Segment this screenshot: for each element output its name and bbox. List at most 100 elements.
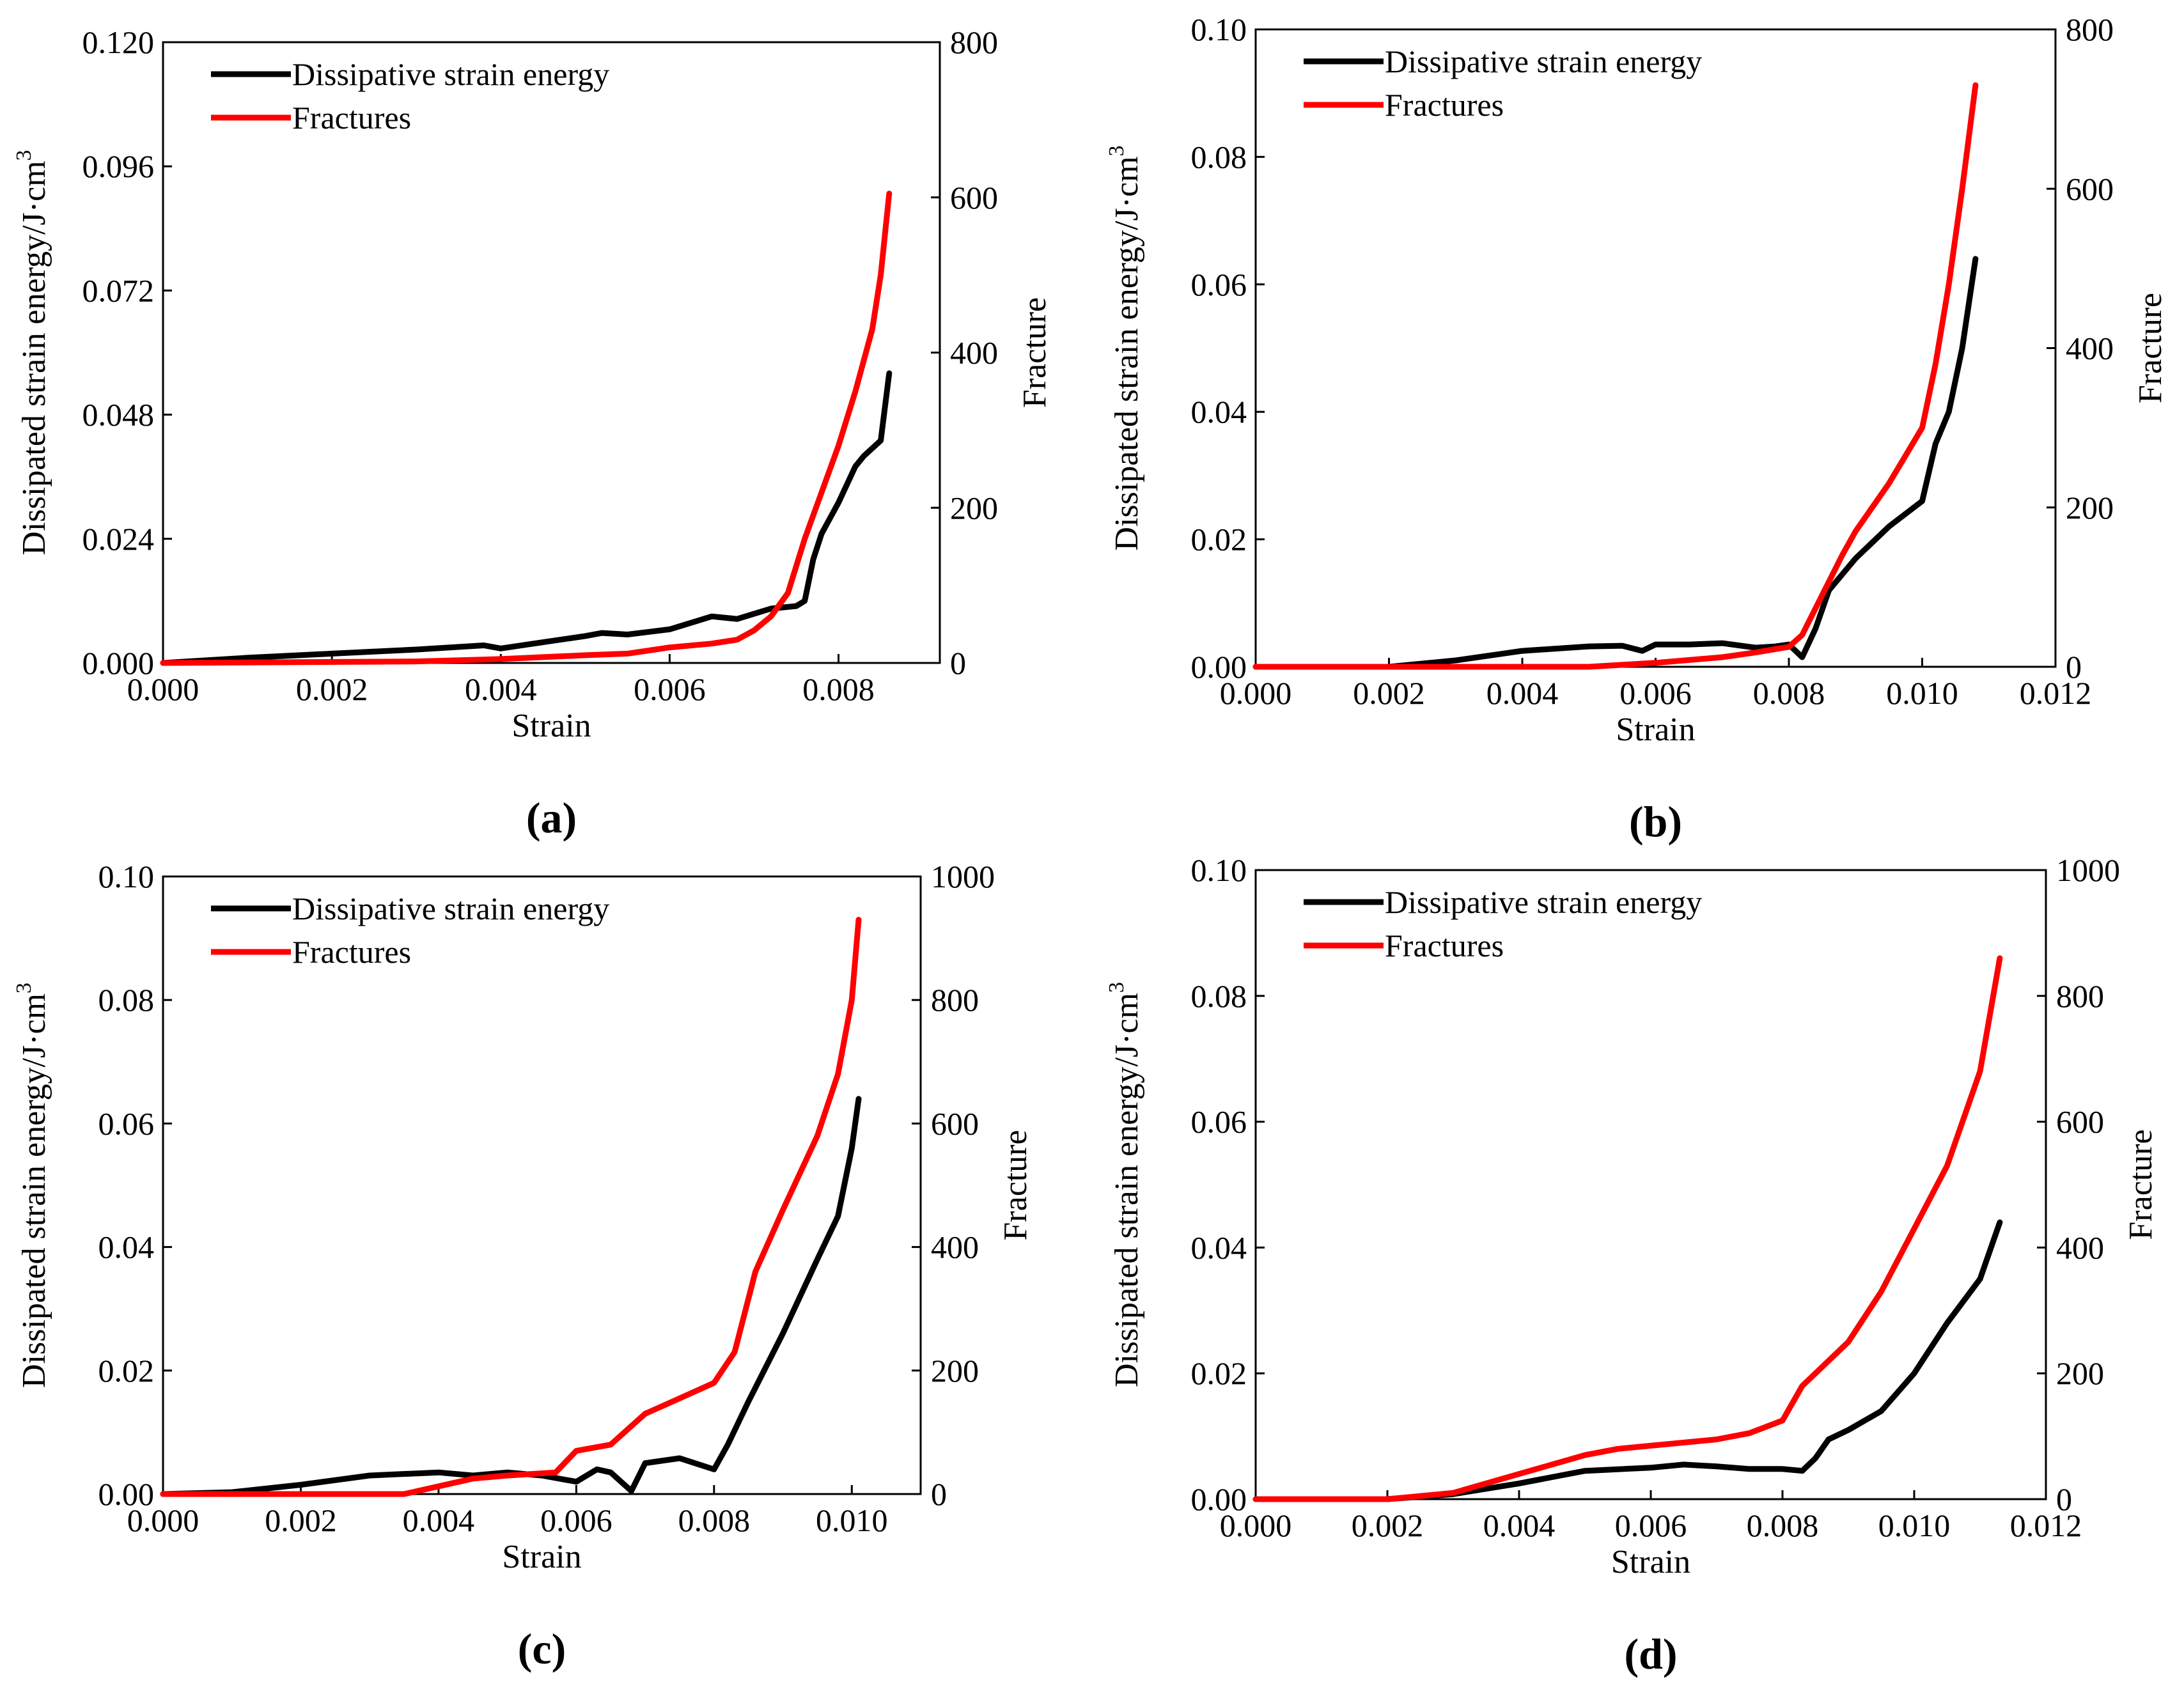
- y2-tick-label: 0: [2056, 1481, 2072, 1517]
- x-tick-label: 0.004: [1486, 675, 1559, 711]
- y-axis-label-superscript: 3: [12, 983, 36, 993]
- y2-tick-label: 400: [2066, 331, 2114, 366]
- y2-tick-label: 200: [931, 1353, 979, 1389]
- y-tick-label: 0.02: [1191, 1355, 1247, 1391]
- panel-label: (d): [1624, 1630, 1677, 1678]
- y2-axis-label: Fracture: [1017, 297, 1053, 408]
- x-tick-label: 0.008: [1747, 1507, 1819, 1543]
- y-tick-label: 0.096: [82, 148, 155, 184]
- y-axis-label: Dissipated strain energy/J·cm3: [12, 150, 52, 555]
- x-axis-label: Strain: [511, 708, 591, 744]
- legend-label: Dissipative strain energy: [292, 891, 609, 926]
- y2-tick-label: 800: [950, 24, 998, 60]
- x-tick-label: 0.000: [1220, 1507, 1292, 1543]
- x-tick-label: 0.008: [1753, 675, 1825, 711]
- series-line-dissipative-strain-energy: [1252, 256, 1979, 670]
- y-tick-label: 0.04: [1191, 1229, 1247, 1265]
- y-tick-label: 0.10: [1191, 12, 1247, 47]
- y2-tick-label: 1000: [2056, 852, 2120, 888]
- y2-tick-label: 200: [2066, 490, 2114, 526]
- panel-label: (b): [1629, 797, 1682, 846]
- y-tick-label: 0.08: [98, 982, 155, 1018]
- plot-frame: [162, 41, 941, 664]
- y-axis-label-text: Dissipated strain energy/J·cm: [16, 160, 52, 555]
- series-line-fractures: [160, 917, 862, 1497]
- y-tick-label: 0.04: [1191, 394, 1247, 430]
- x-tick-label: 0.004: [1483, 1507, 1556, 1543]
- y2-tick-label: 600: [931, 1105, 979, 1141]
- x-tick-label: 0.012: [2010, 1507, 2082, 1543]
- y2-axis-label: Fracture: [997, 1130, 1034, 1240]
- y-axis-label-superscript: 3: [1105, 145, 1128, 156]
- y-axis-label-superscript: 3: [12, 150, 36, 160]
- series-line-fractures: [1252, 82, 1979, 670]
- x-axis-label: Strain: [1611, 1544, 1690, 1580]
- series-line-fractures: [1252, 955, 2003, 1502]
- x-tick-label: 0.010: [1886, 675, 1958, 711]
- y-tick-label: 0.04: [98, 1229, 155, 1265]
- legend-label: Dissipative strain energy: [1385, 884, 1702, 920]
- x-tick-label: 0.004: [403, 1502, 475, 1538]
- y2-axis-label: Fracture: [2123, 1129, 2159, 1240]
- y2-tick-label: 800: [931, 982, 979, 1018]
- y-tick-label: 0.06: [1191, 267, 1247, 302]
- y-tick-label: 0.08: [1191, 978, 1247, 1014]
- y2-tick-label: 0: [2066, 649, 2082, 685]
- x-tick-label: 0.000: [1220, 675, 1292, 711]
- y2-tick-label: 400: [950, 335, 998, 371]
- legend-label: Fractures: [1385, 928, 1504, 963]
- x-tick-label: 0.006: [634, 671, 706, 707]
- x-tick-label: 0.012: [2020, 675, 2092, 711]
- y2-tick-label: 200: [2056, 1355, 2104, 1391]
- y-tick-label: 0.00: [1191, 1481, 1247, 1517]
- x-tick-label: 0.000: [127, 671, 199, 707]
- y-tick-label: 0.02: [1191, 522, 1247, 557]
- x-tick-label: 0.004: [465, 671, 537, 707]
- series-line-dissipative-strain-energy: [160, 1096, 862, 1497]
- panel-label: (c): [518, 1624, 566, 1673]
- chart-panel-a: 0.000 0.002 0.004 0.006 0.008 0.000 0.024 0.048…: [12, 24, 1053, 842]
- y-tick-label: 0.00: [1191, 649, 1247, 685]
- legend-label: Fractures: [292, 934, 411, 970]
- y-axis-label-text: Dissipated strain energy/J·cm: [1109, 993, 1145, 1387]
- y-tick-label: 0.00: [98, 1476, 155, 1512]
- panel-label: (a): [526, 793, 577, 842]
- series-line-dissipative-strain-energy: [1252, 1219, 2003, 1502]
- legend-label: Fractures: [1385, 87, 1504, 123]
- x-tick-label: 0.002: [1353, 675, 1425, 711]
- x-tick-label: 0.010: [1878, 1507, 1951, 1543]
- y2-tick-label: 1000: [931, 859, 995, 894]
- legend-label: Dissipative strain energy: [1385, 43, 1702, 79]
- series-line-fractures: [160, 191, 893, 666]
- y-axis-label: Dissipated strain energy/J·cm3: [12, 983, 52, 1388]
- y-tick-label: 0.02: [98, 1353, 155, 1389]
- x-tick-label: 0.000: [127, 1502, 199, 1538]
- y2-tick-label: 400: [931, 1229, 979, 1265]
- x-tick-label: 0.002: [1352, 1507, 1424, 1543]
- y-tick-label: 0.120: [82, 24, 155, 60]
- x-tick-label: 0.002: [296, 671, 368, 707]
- x-tick-label: 0.006: [540, 1502, 612, 1538]
- y2-tick-label: 600: [2066, 171, 2114, 206]
- plot-frame: [162, 875, 922, 1495]
- y2-tick-label: 800: [2066, 12, 2114, 47]
- y-axis-label: Dissipated strain energy/J·cm3: [1105, 145, 1145, 550]
- y2-tick-label: 0: [931, 1476, 947, 1512]
- series-line-dissipative-strain-energy: [160, 370, 893, 666]
- x-axis-label: Strain: [1616, 712, 1695, 748]
- y-axis-label-text: Dissipated strain energy/J·cm: [16, 993, 52, 1388]
- y2-tick-label: 0: [950, 645, 966, 681]
- x-tick-label: 0.008: [802, 671, 875, 707]
- y-axis-label: Dissipated strain energy/J·cm3: [1105, 982, 1145, 1387]
- x-axis-label: Strain: [502, 1539, 581, 1575]
- y-tick-label: 0.10: [98, 859, 155, 894]
- y2-tick-label: 600: [2056, 1104, 2104, 1140]
- chart-panel-c: 0.000 0.002 0.004 0.006 0.008 0.010 0.00 0.02 0.…: [12, 859, 1034, 1673]
- chart-panel-d: 0.000 0.002 0.004 0.006 0.008 0.010 0.0120.000…: [1105, 852, 2159, 1678]
- y2-axis-label: Fracture: [2132, 293, 2169, 403]
- x-tick-label: 0.008: [678, 1502, 751, 1538]
- legend-label: Dissipative strain energy: [292, 56, 609, 92]
- y-axis-label-text: Dissipated strain energy/J·cm: [1109, 156, 1145, 550]
- y-tick-label: 0.10: [1191, 852, 1247, 888]
- x-tick-label: 0.006: [1615, 1507, 1687, 1543]
